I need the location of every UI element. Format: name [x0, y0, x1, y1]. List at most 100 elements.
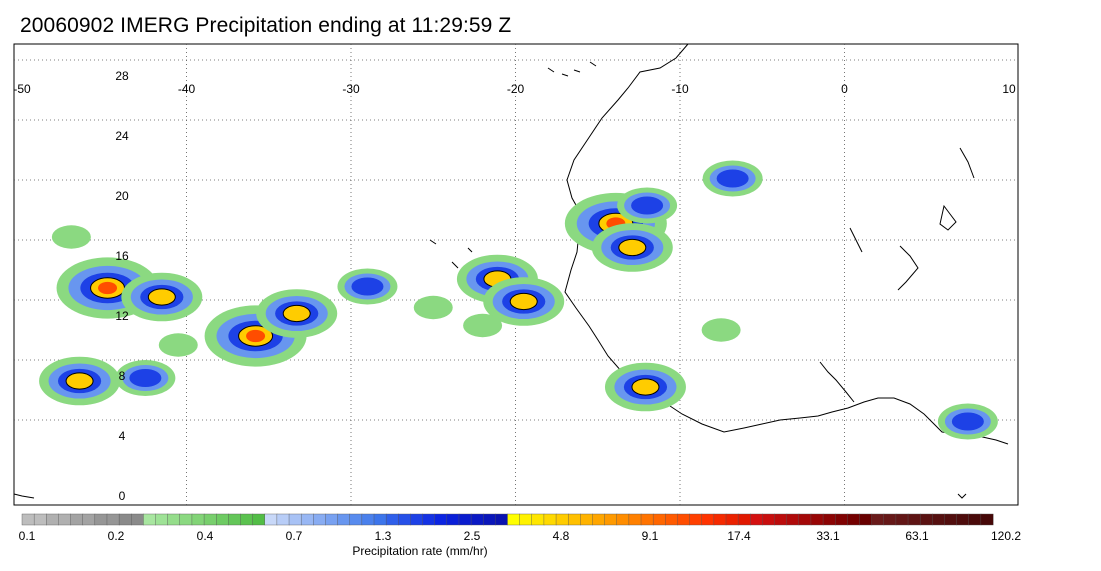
axis-tick-labels: -50 -40 -30 -20 -10 0 10 0 4 8 12 16 20 24 28: [13, 69, 1016, 503]
colorbar-swatch: [883, 513, 897, 526]
colorbar-swatch: [713, 513, 727, 526]
colorbar-swatch: [203, 513, 217, 526]
map-title: 20060902 IMERG Precipitation ending at 1…: [20, 14, 512, 37]
colorbar-swatch: [592, 513, 606, 526]
precip-cell-intense: [509, 292, 538, 311]
colorbar-tick-label: 120.2: [991, 529, 1021, 543]
cape-verde-islands: [429, 239, 473, 269]
colorbar-swatch: [750, 513, 763, 526]
colorbar-tick-label: 1.3: [375, 529, 392, 543]
colorbar-swatch: [483, 513, 496, 526]
colorbar-swatch: [58, 513, 72, 526]
colorbar-swatch: [325, 513, 339, 526]
colorbar-swatch: [155, 513, 169, 526]
colorbar: [21, 513, 994, 526]
river-niger-outline: [819, 361, 855, 403]
lon-tick-label: -40: [178, 82, 196, 96]
precip-cell-intense: [618, 238, 647, 257]
colorbar-swatch: [628, 513, 642, 526]
colorbar-swatch: [276, 513, 290, 526]
colorbar-swatch: [822, 513, 836, 526]
colorbar-swatch: [652, 513, 666, 526]
precip-cell-heavy: [351, 277, 384, 296]
colorbar-swatch: [94, 513, 108, 526]
colorbar-swatch: [907, 513, 921, 526]
colorbar-swatch: [580, 513, 593, 526]
colorbar-swatch: [21, 513, 35, 526]
precip-cell-light: [701, 318, 741, 342]
colorbar-swatch: [215, 513, 229, 526]
lat-tick-label: 16: [115, 249, 129, 263]
colorbar-swatch: [385, 513, 399, 526]
lake-chad-outline: [939, 204, 957, 231]
colorbar-swatch: [555, 513, 569, 526]
colorbar-swatch: [179, 513, 193, 526]
colorbar-swatch: [191, 513, 205, 526]
colorbar-swatch: [604, 513, 618, 526]
lon-tick-label: -30: [342, 82, 360, 96]
precip-cell-heavy: [716, 169, 749, 188]
colorbar-swatch: [422, 513, 436, 526]
colorbar-swatch: [46, 513, 59, 526]
colorbar-swatch: [737, 513, 751, 526]
colorbar-swatch: [871, 513, 885, 526]
colorbar-swatch: [895, 513, 909, 526]
colorbar-swatch: [288, 513, 302, 526]
map-grid: [14, 44, 1018, 505]
colorbar-swatch: [519, 513, 533, 526]
colorbar-swatch: [434, 513, 448, 526]
colorbar-tick-label: 0.1: [19, 529, 36, 543]
lon-tick-label: -10: [671, 82, 689, 96]
colorbar-tick-label: 33.1: [816, 529, 840, 543]
colorbar-swatch: [131, 513, 144, 526]
colorbar-swatch: [835, 513, 848, 526]
colorbar-swatch: [82, 513, 96, 526]
colorbar-swatch: [167, 513, 181, 526]
precip-cell-light: [463, 313, 503, 338]
colorbar-tick-label: 0.2: [108, 529, 125, 543]
colorbar-swatch: [640, 513, 654, 526]
colorbar-swatch: [240, 513, 254, 526]
colorbar-tick-label: 4.8: [553, 529, 570, 543]
colorbar-swatch: [33, 513, 47, 526]
colorbar-label: Precipitation rate (mm/hr): [352, 544, 487, 558]
canary-islands: [547, 61, 597, 77]
colorbar-swatch: [701, 513, 715, 526]
colorbar-tick-label: 2.5: [464, 529, 481, 543]
colorbar-swatch: [507, 513, 521, 526]
colorbar-swatch: [458, 513, 472, 526]
colorbar-swatch: [847, 513, 860, 526]
precip-cell-light: [158, 333, 198, 357]
colorbar-swatch: [70, 513, 84, 526]
colorbar-swatch: [470, 513, 484, 526]
colorbar-swatch: [228, 513, 241, 526]
precip-cell-extreme: [246, 329, 266, 343]
lat-tick-label: 12: [115, 309, 129, 323]
colorbar-swatch: [543, 513, 557, 526]
lat-tick-label: 8: [119, 369, 126, 383]
colorbar-swatch: [725, 513, 739, 526]
colorbar-swatch: [264, 513, 278, 526]
colorbar-swatch: [300, 513, 314, 526]
lat-tick-label: 0: [119, 489, 126, 503]
colorbar-swatch: [531, 513, 545, 526]
colorbar-swatch: [968, 513, 982, 526]
lower-left-coast: [13, 493, 35, 499]
colorbar-tick-label: 63.1: [905, 529, 929, 543]
precip-cell-heavy: [631, 196, 664, 215]
precip-cell-intense: [282, 304, 311, 323]
colorbar-swatch: [944, 513, 958, 526]
colorbar-swatch: [786, 513, 800, 526]
colorbar-tick-label: 0.4: [197, 529, 214, 543]
precip-cell-intense: [631, 378, 660, 396]
precip-cell-heavy: [129, 369, 162, 387]
colorbar-tick-label: 9.1: [642, 529, 659, 543]
colorbar-swatch: [361, 513, 375, 526]
river-lines-east: [849, 147, 975, 291]
colorbar-swatch: [798, 513, 812, 526]
lon-tick-label: 10: [1002, 82, 1016, 96]
precip-cell-light: [51, 225, 91, 249]
colorbar-swatch: [932, 513, 945, 526]
